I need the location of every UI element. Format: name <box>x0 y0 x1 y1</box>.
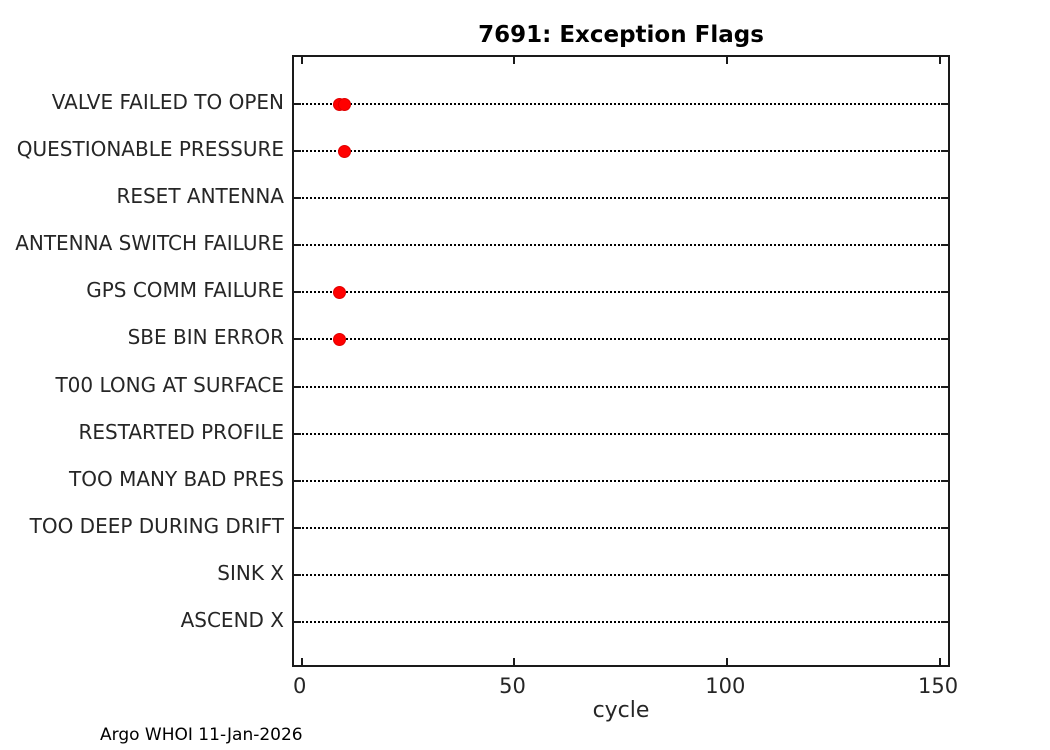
grid-line <box>294 432 948 435</box>
x-tick-bottom <box>726 658 729 665</box>
y-tick-left <box>294 103 301 106</box>
x-tick-label: 0 <box>292 674 307 698</box>
y-tick-left <box>294 620 301 623</box>
data-point-marker <box>337 97 351 111</box>
x-tick-top <box>939 57 942 64</box>
y-tick-label: RESTARTED PROFILE <box>78 419 284 444</box>
footer-annotation: Argo WHOI 11-Jan-2026 <box>100 725 303 745</box>
y-tick-label: SBE BIN ERROR <box>127 325 284 350</box>
y-tick-right <box>941 573 948 576</box>
x-tick-bottom <box>300 658 303 665</box>
x-tick-bottom <box>939 658 942 665</box>
x-axis-label: cycle <box>592 698 650 723</box>
y-tick-left <box>294 244 301 247</box>
x-tick-label: 100 <box>705 674 746 698</box>
y-tick-label: GPS COMM FAILURE <box>86 278 284 303</box>
y-tick-label: SINK X <box>217 560 284 585</box>
data-point-marker <box>333 332 347 346</box>
y-tick-right <box>941 432 948 435</box>
y-tick-label: VALVE FAILED TO OPEN <box>51 90 284 115</box>
plot-area <box>292 55 950 667</box>
y-tick-label: ANTENNA SWITCH FAILURE <box>15 231 284 256</box>
x-tick-top <box>513 57 516 64</box>
y-tick-right <box>941 338 948 341</box>
grid-line <box>294 526 948 529</box>
grid-line <box>294 573 948 576</box>
y-tick-left <box>294 526 301 529</box>
y-tick-left <box>294 385 301 388</box>
x-tick-bottom <box>513 658 516 665</box>
x-tick-top <box>726 57 729 64</box>
grid-line <box>294 150 948 153</box>
y-tick-label: ASCEND X <box>180 607 284 632</box>
y-tick-right <box>941 103 948 106</box>
y-tick-right <box>941 197 948 200</box>
grid-line <box>294 385 948 388</box>
grid-line <box>294 338 948 341</box>
grid-line <box>294 103 948 106</box>
grid-line <box>294 479 948 482</box>
x-tick-label: 150 <box>918 674 959 698</box>
y-tick-label: T00 LONG AT SURFACE <box>55 372 284 397</box>
y-tick-left <box>294 197 301 200</box>
data-point-marker <box>333 285 347 299</box>
y-tick-left <box>294 573 301 576</box>
x-tick-label: 50 <box>499 674 526 698</box>
grid-line <box>294 244 948 247</box>
y-tick-right <box>941 244 948 247</box>
y-tick-right <box>941 620 948 623</box>
y-tick-right <box>941 526 948 529</box>
grid-line <box>294 620 948 623</box>
y-tick-label: RESET ANTENNA <box>116 184 284 209</box>
grid-line <box>294 291 948 294</box>
y-tick-label: QUESTIONABLE PRESSURE <box>16 137 284 162</box>
y-tick-right <box>941 385 948 388</box>
y-tick-right <box>941 291 948 294</box>
x-tick-top <box>300 57 303 64</box>
y-tick-left <box>294 338 301 341</box>
y-tick-left <box>294 291 301 294</box>
y-tick-left <box>294 150 301 153</box>
y-tick-label: TOO DEEP DURING DRIFT <box>29 513 284 538</box>
data-point-marker <box>337 144 351 158</box>
y-tick-right <box>941 479 948 482</box>
grid-line <box>294 197 948 200</box>
y-tick-left <box>294 432 301 435</box>
y-tick-right <box>941 150 948 153</box>
y-tick-label: TOO MANY BAD PRES <box>69 466 284 491</box>
chart-title: 7691: Exception Flags <box>478 22 764 48</box>
y-tick-left <box>294 479 301 482</box>
